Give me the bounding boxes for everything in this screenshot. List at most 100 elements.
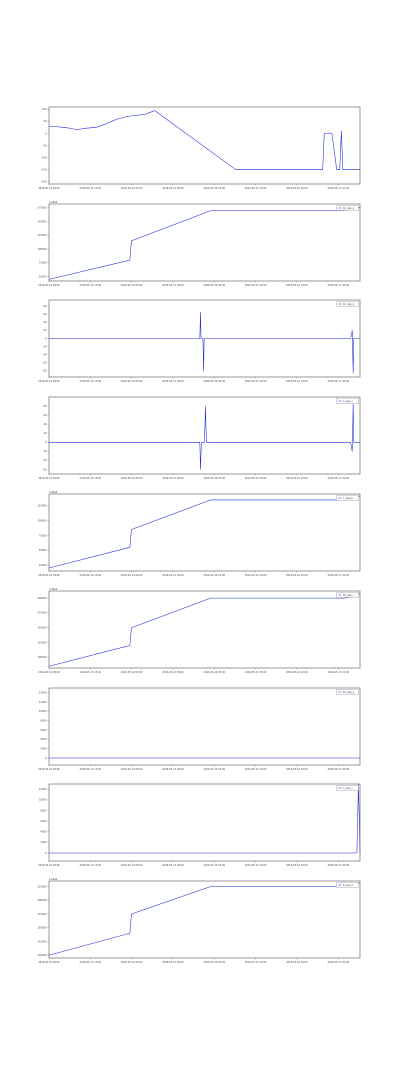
y-tick-label: 150000 bbox=[37, 627, 47, 630]
x-tick-label: 2016-05-13 09:00 bbox=[162, 574, 184, 577]
y-tick-label: 200000 bbox=[37, 899, 47, 902]
chart-panel-7: 14000 12000 10000 8000 6000 4000 2000 0 2016-05-… bbox=[0, 684, 400, 774]
legend-label: 7_ups_c bbox=[343, 787, 353, 790]
legend-label: 10_ups_d bbox=[343, 691, 355, 694]
chart-panel-9: 225000 200000 175000 150000 125000 100000 2016… bbox=[0, 877, 400, 967]
x-tick-label: 2016-05-15 15:00 bbox=[245, 961, 267, 964]
chart-panel-8: 12000 10000 8000 6000 4000 2000 0 2016-05-10 09… bbox=[0, 780, 400, 870]
x-tick-label: 2016-05-13 09:00 bbox=[162, 187, 184, 190]
y-tick-label: -200 bbox=[41, 180, 47, 183]
y-tick-label: -40 bbox=[43, 459, 47, 462]
x-tick-label: 2016-05-14 03:00 bbox=[204, 187, 226, 190]
y-tick-label: 10000 bbox=[39, 799, 47, 802]
x-tick-label: 2016-05-11 15:40 bbox=[80, 477, 102, 480]
series-line-1 bbox=[48, 495, 361, 569]
x-tick-label: 2016-05-14 03:00 bbox=[204, 284, 226, 287]
x-tick-label: 2016-05-15 15:00 bbox=[245, 574, 267, 577]
x-tick-label: 2016-05-16 10:00 bbox=[286, 961, 308, 964]
series-line-1 bbox=[49, 311, 360, 374]
x-tick-label: 2016-05-12 09:00 bbox=[121, 864, 143, 867]
plot-frame bbox=[48, 396, 361, 475]
y-tick-label: 75000 bbox=[39, 534, 47, 537]
legend-label: 9_ups_a bbox=[343, 884, 353, 887]
legend: 9_ups_a bbox=[336, 882, 359, 888]
y-tick-label: 225000 bbox=[37, 885, 47, 888]
x-tick-label: 2016-05-12 09:00 bbox=[121, 768, 143, 771]
legend-label: 10_ups_a bbox=[343, 207, 355, 210]
chart-svg-1: 100 50 0 -50 -100 -150 -200 2016-05-10 09:00 201… bbox=[38, 106, 361, 190]
x-tick-label: 2016-05-11 15:40 bbox=[80, 961, 102, 964]
x-tick-label: 2016-05-17 01:00 bbox=[327, 671, 349, 674]
x-tick-label: 2016-05-15 15:00 bbox=[245, 284, 267, 287]
legend: 10_ups_b bbox=[336, 301, 359, 307]
legend-label: 10_ups_b bbox=[343, 303, 355, 306]
legend: 10_ups_d bbox=[336, 689, 359, 695]
chart-panel-3: 80 60 40 20 0 -20 -40 -60 -80 2016-05-10 09:00 201… bbox=[0, 296, 400, 386]
x-tick-label: 2016-05-13 09:00 bbox=[162, 477, 184, 480]
x-tick-label: 2016-05-15 15:00 bbox=[245, 864, 267, 867]
y-tick-label: 125000 bbox=[37, 940, 47, 943]
y-tick-label: 0 bbox=[45, 132, 47, 135]
x-tick-label: 2016-05-15 15:00 bbox=[245, 187, 267, 190]
y-tick-label: 125000 bbox=[37, 641, 47, 644]
y-tick-label: 8000 bbox=[40, 809, 47, 812]
legend-box bbox=[336, 398, 359, 404]
y-tick-label: 100 bbox=[42, 108, 47, 111]
axis-offset-label: 1.06e9 bbox=[49, 878, 58, 881]
x-tick-label: 2016-05-15 15:00 bbox=[245, 671, 267, 674]
axis-offset-label: 1.06e9 bbox=[49, 491, 58, 494]
y-tick-label: 125000 bbox=[37, 505, 47, 508]
x-tick-label: 2016-05-11 15:40 bbox=[80, 187, 102, 190]
y-tick-label: 8000 bbox=[40, 719, 47, 722]
x-tick-label: 2016-05-16 10:00 bbox=[286, 284, 308, 287]
y-tick-label: -80 bbox=[43, 370, 47, 373]
x-tick-label: 2016-05-10 09:00 bbox=[38, 864, 60, 867]
legend-box bbox=[336, 785, 359, 791]
y-tick-label: 10000 bbox=[39, 710, 47, 713]
x-tick-label: 2016-05-14 03:00 bbox=[204, 671, 226, 674]
axis-offset-label: 1.06e9 bbox=[49, 588, 58, 591]
y-tick-label: 100000 bbox=[37, 248, 47, 251]
plot-frame bbox=[48, 687, 361, 766]
x-tick-label: 2016-05-11 15:40 bbox=[80, 671, 102, 674]
series-line-1 bbox=[49, 403, 360, 470]
chart-panel-4: 80 60 40 20 0 -20 -40 -60 2016-05-10 09:00 2016-0… bbox=[0, 393, 400, 483]
x-tick-label: 2016-05-10 09:00 bbox=[38, 187, 60, 190]
axis-offset-label: 1.06e9 bbox=[49, 201, 58, 204]
legend-label: 7_ups_a bbox=[343, 400, 353, 403]
y-tick-label: 80 bbox=[43, 405, 47, 408]
plot-frame bbox=[48, 590, 361, 669]
y-tick-label: 60 bbox=[43, 313, 47, 316]
x-tick-label: 2016-05-12 09:00 bbox=[121, 961, 143, 964]
y-tick-label: 175000 bbox=[37, 913, 47, 916]
x-tick-label: 2016-05-16 10:00 bbox=[286, 768, 308, 771]
y-tick-label: 100000 bbox=[37, 954, 47, 957]
y-tick-label: 2000 bbox=[40, 747, 47, 750]
x-tick-label: 2016-05-12 09:00 bbox=[121, 284, 143, 287]
y-tick-label: 150000 bbox=[37, 927, 47, 930]
legend-box bbox=[336, 301, 359, 307]
y-tick-label: 100000 bbox=[37, 519, 47, 522]
x-tick-label: 2016-05-10 09:00 bbox=[38, 961, 60, 964]
y-tick-label: 12000 bbox=[39, 788, 47, 791]
chart-svg-7: 14000 12000 10000 8000 6000 4000 2000 0 2016-05-… bbox=[38, 687, 361, 771]
x-tick-label: 2016-05-16 10:00 bbox=[286, 864, 308, 867]
x-tick-label: 2016-05-14 03:00 bbox=[204, 477, 226, 480]
legend: 7_ups_a bbox=[336, 398, 359, 404]
series-line-1 bbox=[48, 593, 361, 667]
y-tick-label: 6000 bbox=[40, 729, 47, 732]
x-tick-label: 2016-05-10 09:00 bbox=[38, 671, 60, 674]
x-tick-label: 2016-05-14 03:00 bbox=[204, 768, 226, 771]
y-tick-label: 0 bbox=[45, 852, 47, 855]
x-tick-label: 2016-05-16 10:00 bbox=[286, 574, 308, 577]
series-line-1 bbox=[49, 783, 361, 854]
x-tick-label: 2016-05-17 01:00 bbox=[327, 574, 349, 577]
chart-svg-3: 80 60 40 20 0 -20 -40 -60 -80 2016-05-10 09:00 201… bbox=[38, 299, 361, 383]
y-tick-label: 20 bbox=[43, 432, 47, 435]
x-tick-label: 2016-05-10 09:00 bbox=[38, 768, 60, 771]
legend-box bbox=[336, 882, 359, 888]
y-tick-label: 100000 bbox=[37, 656, 47, 659]
x-tick-label: 2016-05-10 09:00 bbox=[38, 477, 60, 480]
x-tick-label: 2016-05-12 09:00 bbox=[121, 671, 143, 674]
x-tick-label: 2016-05-17 01:00 bbox=[327, 864, 349, 867]
